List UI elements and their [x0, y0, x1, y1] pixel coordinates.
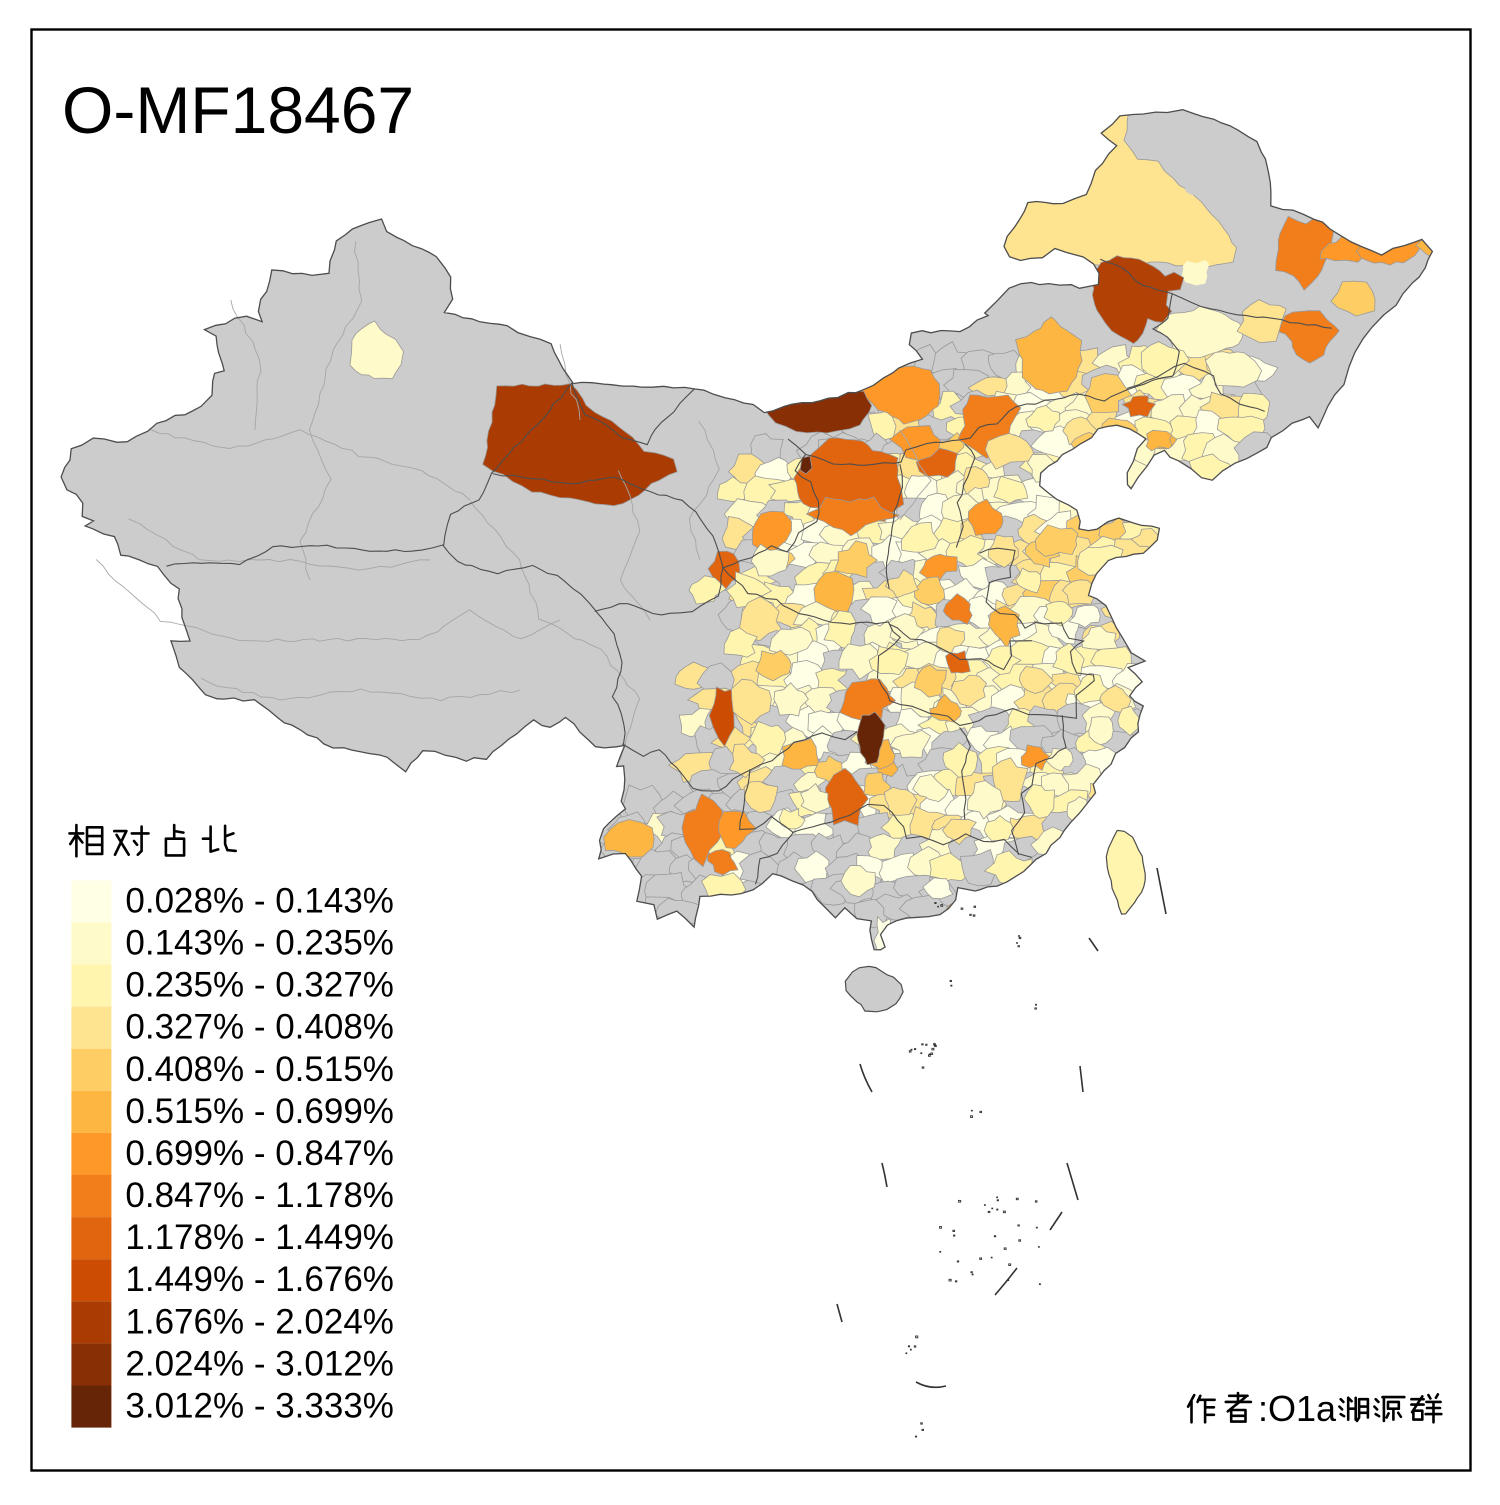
svg-text:2.024% - 3.012%: 2.024% - 3.012% [125, 1345, 394, 1384]
svg-text:0.235% - 0.327%: 0.235% - 0.327% [125, 966, 394, 1005]
svg-text:O-MF18467: O-MF18467 [62, 73, 414, 147]
svg-text:0.847% - 1.178%: 0.847% - 1.178% [125, 1176, 394, 1215]
svg-text:1.178% - 1.449%: 1.178% - 1.449% [125, 1218, 394, 1257]
svg-text:0.028% - 0.143%: 0.028% - 0.143% [125, 881, 394, 920]
svg-text:1.449% - 1.676%: 1.449% - 1.676% [125, 1260, 394, 1299]
svg-text:3.012% - 3.333%: 3.012% - 3.333% [125, 1387, 394, 1426]
svg-text:0.408% - 0.515%: 0.408% - 0.515% [125, 1050, 394, 1089]
svg-text:0.515% - 0.699%: 0.515% - 0.699% [125, 1092, 394, 1131]
svg-text:0.327% - 0.408%: 0.327% - 0.408% [125, 1008, 394, 1047]
svg-text:0.143% - 0.235%: 0.143% - 0.235% [125, 923, 394, 962]
svg-text::O1a: :O1a [1258, 1388, 1337, 1429]
svg-text:0.699% - 0.847%: 0.699% - 0.847% [125, 1134, 394, 1173]
svg-text:1.676% - 2.024%: 1.676% - 2.024% [125, 1302, 394, 1341]
